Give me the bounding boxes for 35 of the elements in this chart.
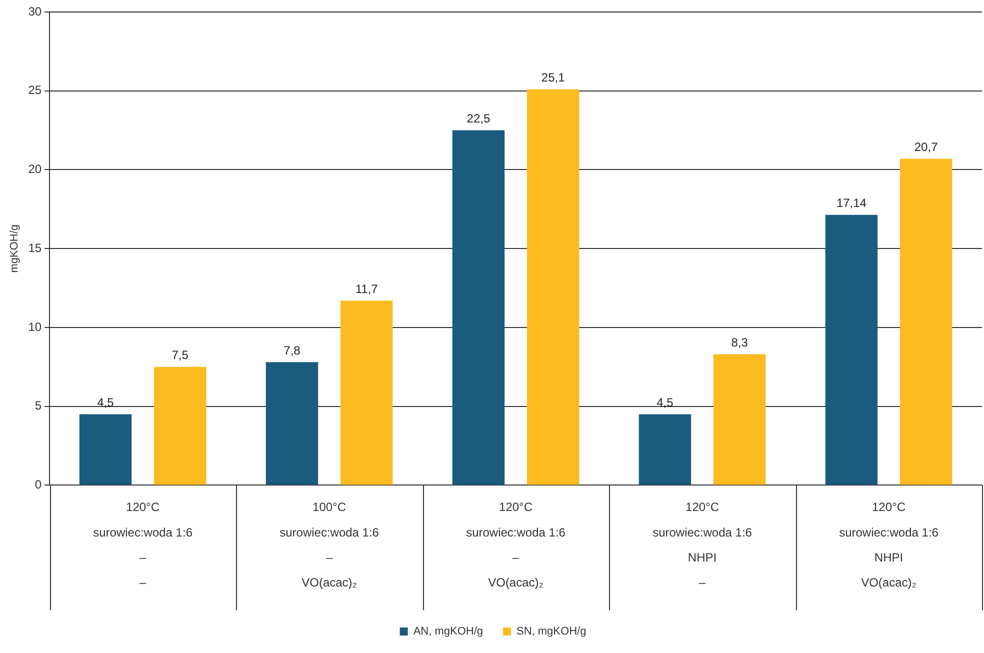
bar <box>825 214 878 485</box>
data-label: 7,5 <box>172 348 189 362</box>
legend-label: SN, mgKOH/g <box>516 626 586 638</box>
y-tick-label: 0 <box>34 478 42 492</box>
data-label: 4,5 <box>97 396 114 410</box>
bar <box>266 362 318 485</box>
y-tick-label: 5 <box>34 398 42 413</box>
y-tick-label: 30 <box>28 4 42 18</box>
x-tick-label: 120°C surowiec:woda 1:6 – VO(acac)₂ <box>466 500 566 590</box>
legend-label: AN, mgKOH/g <box>413 626 484 638</box>
y-tick-label: 15 <box>28 240 42 255</box>
data-label: 11,7 <box>355 282 378 296</box>
y-tick-label: 10 <box>28 320 42 334</box>
bar <box>526 89 580 485</box>
bar <box>713 354 766 485</box>
y-tick-label: 25 <box>28 83 42 98</box>
bar <box>154 366 206 485</box>
x-tick-label: 120°C surowiec:woda 1:6 NHPI – <box>652 500 752 590</box>
bar <box>79 414 132 485</box>
data-label: 8,3 <box>731 336 748 350</box>
data-label: 4,5 <box>656 396 674 410</box>
bar <box>452 130 505 485</box>
data-label: 17,14 <box>836 196 867 210</box>
x-tick-label: 100°C surowiec:woda 1:6 – VO(acac)₂ <box>280 500 380 590</box>
data-label: 20,7 <box>914 140 938 154</box>
bar <box>340 300 393 485</box>
y-axis-title: mgKOH/g <box>8 224 21 273</box>
y-tick-label: 20 <box>28 162 42 176</box>
data-label: 25,1 <box>541 70 566 85</box>
x-tick-label: 120°C surowiec:woda 1:6 NHPI VO(acac)₂ <box>839 500 939 590</box>
data-label: 22,5 <box>466 112 490 126</box>
data-label: 7,8 <box>284 343 301 358</box>
x-tick-label: 120°C surowiec:woda 1:6 – – <box>93 500 193 590</box>
bar <box>638 414 692 485</box>
bar <box>900 158 952 485</box>
